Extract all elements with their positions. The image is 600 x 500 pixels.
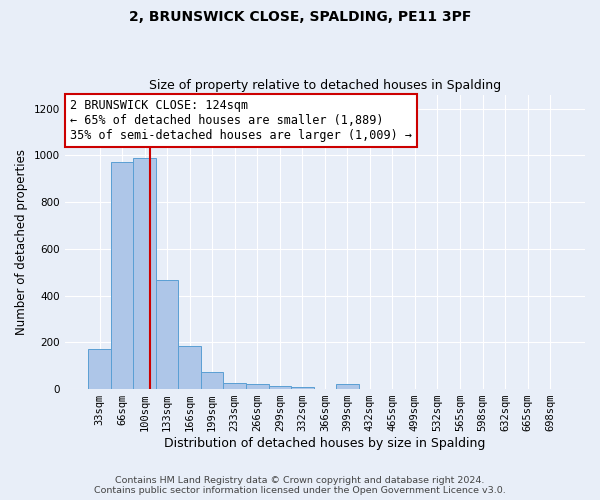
Bar <box>111 162 133 389</box>
Bar <box>133 158 156 389</box>
Bar <box>291 386 314 389</box>
Text: Contains HM Land Registry data © Crown copyright and database right 2024.
Contai: Contains HM Land Registry data © Crown c… <box>94 476 506 495</box>
Bar <box>269 386 291 389</box>
Title: Size of property relative to detached houses in Spalding: Size of property relative to detached ho… <box>149 79 501 92</box>
Bar <box>201 372 223 389</box>
Bar <box>88 350 111 389</box>
Bar <box>156 280 178 389</box>
X-axis label: Distribution of detached houses by size in Spalding: Distribution of detached houses by size … <box>164 437 485 450</box>
Bar <box>336 384 359 389</box>
Text: 2, BRUNSWICK CLOSE, SPALDING, PE11 3PF: 2, BRUNSWICK CLOSE, SPALDING, PE11 3PF <box>129 10 471 24</box>
Text: 2 BRUNSWICK CLOSE: 124sqm
← 65% of detached houses are smaller (1,889)
35% of se: 2 BRUNSWICK CLOSE: 124sqm ← 65% of detac… <box>70 99 412 142</box>
Bar <box>178 346 201 389</box>
Bar <box>246 384 269 389</box>
Bar <box>223 383 246 389</box>
Y-axis label: Number of detached properties: Number of detached properties <box>15 149 28 335</box>
